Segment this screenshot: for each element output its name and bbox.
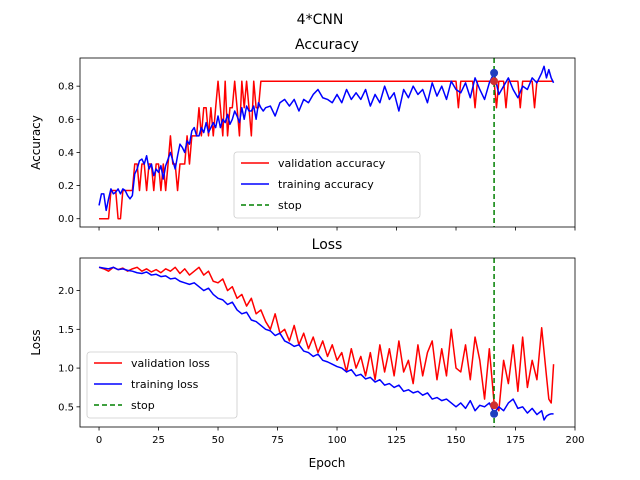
loss-x-tick-label: 125 [387,435,406,446]
loss-y-tick-label: 1.0 [58,364,74,375]
loss-panel: Loss Loss Epoch 0 25 50 75 100 125 150 175 200 0.… [29,237,585,470]
accuracy-y-tick-label: 0.4 [58,148,74,159]
accuracy-legend-label: stop [278,199,302,212]
loss-legend-label: validation loss [131,357,210,370]
accuracy-plot-area: 0.0 0.2 0.4 0.6 0.8 validation accuracy traini… [58,57,576,231]
loss-x-tick-label: 25 [152,435,165,446]
accuracy-y-axis-label: Accuracy [29,115,43,170]
accuracy-line-validation-accuracy [99,80,554,220]
accuracy-series-group [98,58,555,227]
loss-x-tick-label: 100 [327,435,346,446]
loss-line-training-loss [98,266,554,421]
loss-legend: validation loss training loss stop [86,351,238,419]
loss-legend-label: stop [131,399,155,412]
loss-x-tick-label: 0 [96,435,102,446]
accuracy-y-tick-label: 0.0 [58,214,74,225]
accuracy-line-training-accuracy [98,65,555,212]
accuracy-stop-marker-1 [490,77,499,86]
loss-x-tick-label: 75 [271,435,284,446]
loss-series-group [98,258,555,427]
accuracy-axes-frame [79,57,576,228]
figure-suptitle: 4*CNN [297,12,344,28]
accuracy-y-tick-label: 0.6 [58,115,74,126]
loss-axes-frame [79,257,576,428]
loss-stop-marker-1 [490,409,499,418]
accuracy-y-tick-label: 0.8 [58,82,74,93]
loss-x-axis-label: Epoch [309,456,346,470]
loss-y-tick-label: 0.5 [58,402,74,413]
loss-y-tick-label: 1.5 [58,325,74,336]
loss-title: Loss [312,237,343,253]
accuracy-title: Accuracy [295,37,359,53]
accuracy-legend-box [233,151,421,219]
accuracy-legend-label: training accuracy [278,178,374,191]
loss-plot-area: 0 25 50 75 100 125 150 175 200 0.5 1.0 1.5 2.0 valida… [58,257,585,446]
loss-legend-label: training loss [131,378,199,391]
loss-stop-marker-0 [490,401,499,410]
accuracy-legend: validation accuracy training accuracy stop [233,151,421,219]
loss-x-tick-label: 150 [446,435,465,446]
accuracy-legend-label: validation accuracy [278,157,386,170]
loss-x-tick-label: 50 [212,435,225,446]
loss-line-validation-loss [98,266,555,412]
loss-y-tick-label: 2.0 [58,286,74,297]
loss-y-axis-label: Loss [29,329,43,355]
loss-legend-box [86,351,238,419]
accuracy-y-tick-label: 0.2 [58,181,74,192]
loss-x-tick-label: 200 [565,435,584,446]
loss-x-tick-label: 175 [506,435,525,446]
accuracy-panel: Accuracy Accuracy 0.0 0.2 0.4 0.6 0.8 validat… [29,37,576,231]
accuracy-stop-marker-0 [490,68,499,77]
